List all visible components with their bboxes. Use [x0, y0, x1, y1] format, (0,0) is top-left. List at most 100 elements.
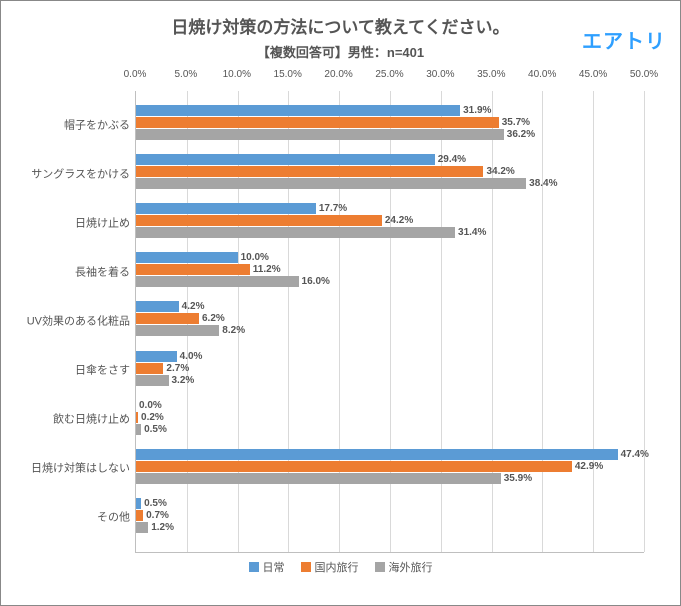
x-tick-label: 25.0%	[375, 69, 403, 80]
legend-label: 海外旅行	[389, 559, 433, 575]
x-tick-label: 45.0%	[579, 69, 607, 80]
legend-swatch	[301, 562, 311, 572]
category-label: 帽子をかぶる	[12, 119, 130, 132]
bar-value-label: 4.2%	[182, 301, 205, 312]
bar-value-label: 0.5%	[144, 498, 167, 509]
bar-value-label: 31.4%	[458, 227, 486, 238]
bar	[136, 351, 177, 362]
category-group: 帽子をかぶる31.9%35.7%36.2%	[136, 101, 644, 150]
brand-logo: エアトリ	[582, 25, 666, 54]
category-label: 長袖を着る	[12, 266, 130, 279]
x-tick-label: 10.0%	[223, 69, 251, 80]
bar-value-label: 29.4%	[438, 154, 466, 165]
category-label: サングラスをかける	[12, 168, 130, 181]
bar	[136, 203, 316, 214]
bar-value-label: 34.2%	[486, 166, 514, 177]
legend-swatch	[375, 562, 385, 572]
bar-value-label: 35.9%	[504, 473, 532, 484]
legend-item: 日常	[249, 559, 285, 575]
bar-value-label: 10.0%	[241, 252, 269, 263]
bar	[136, 166, 483, 177]
chart-container: エアトリ 日焼け対策の方法について教えてください。 【複数回答可】男性：n=40…	[0, 0, 681, 606]
x-tick-label: 30.0%	[426, 69, 454, 80]
bar-value-label: 0.5%	[144, 424, 167, 435]
bar	[136, 522, 148, 533]
bar-value-label: 24.2%	[385, 215, 413, 226]
category-group: サングラスをかける29.4%34.2%38.4%	[136, 150, 644, 199]
bar-value-label: 36.2%	[507, 129, 535, 140]
plot-area: 0.0% 5.0% 10.0% 15.0% 20.0% 25.0% 30.0% 35.0% 40…	[135, 69, 644, 553]
legend-label: 国内旅行	[315, 559, 359, 575]
x-tick-label: 15.0%	[274, 69, 302, 80]
bar-value-label: 2.7%	[166, 363, 189, 374]
category-label: 日傘をさす	[12, 365, 130, 378]
category-group: 日焼け止め17.7%24.2%31.4%	[136, 199, 644, 248]
bar-value-label: 0.2%	[141, 412, 164, 423]
bar-value-label: 0.0%	[139, 400, 162, 411]
legend-item: 海外旅行	[375, 559, 433, 575]
category-label: 日焼け対策はしない	[12, 463, 130, 476]
bar	[136, 461, 572, 472]
category-group: その他0.5%0.7%1.2%	[136, 494, 644, 543]
category-label: 飲む日焼け止め	[12, 414, 130, 427]
bar	[136, 129, 504, 140]
category-group: 長袖を着る10.0%11.2%16.0%	[136, 248, 644, 297]
bar	[136, 424, 141, 435]
legend-label: 日常	[263, 559, 285, 575]
legend-swatch	[249, 562, 259, 572]
bar-value-label: 1.2%	[151, 522, 174, 533]
bar	[136, 105, 460, 116]
chart-title: 日焼け対策の方法について教えてください。	[17, 13, 664, 38]
x-tick-label: 40.0%	[528, 69, 556, 80]
bar-value-label: 17.7%	[319, 203, 347, 214]
bar-value-label: 38.4%	[529, 178, 557, 189]
bar	[136, 117, 499, 128]
category-label: UV効果のある化粧品	[12, 315, 130, 328]
chart-subtitle: 【複数回答可】男性：n=401	[17, 42, 664, 61]
bar	[136, 473, 501, 484]
bar-value-label: 42.9%	[575, 461, 603, 472]
bar	[136, 498, 141, 509]
bar	[136, 252, 238, 263]
bar-value-label: 4.0%	[180, 351, 203, 362]
grid-area: 帽子をかぶる31.9%35.7%36.2%サングラスをかける29.4%34.2%…	[135, 91, 644, 553]
bar	[136, 215, 382, 226]
x-tick-label: 35.0%	[477, 69, 505, 80]
gridline	[644, 91, 645, 552]
bar	[136, 510, 143, 521]
bar	[136, 325, 219, 336]
x-tick-label: 5.0%	[174, 69, 197, 80]
bar	[136, 375, 169, 386]
category-label: その他	[12, 512, 130, 525]
category-group: 日傘をさす4.0%2.7%3.2%	[136, 347, 644, 396]
bar-value-label: 47.4%	[621, 449, 649, 460]
x-tick-label: 0.0%	[124, 69, 147, 80]
bar-value-label: 16.0%	[302, 276, 330, 287]
bar	[136, 449, 618, 460]
category-group: 日焼け対策はしない47.4%42.9%35.9%	[136, 445, 644, 494]
legend-item: 国内旅行	[301, 559, 359, 575]
bar	[136, 301, 179, 312]
bar	[136, 313, 199, 324]
bar-value-label: 3.2%	[172, 375, 195, 386]
x-tick-label: 50.0%	[630, 69, 658, 80]
bar	[136, 264, 250, 275]
bar-value-label: 31.9%	[463, 105, 491, 116]
bar-value-label: 6.2%	[202, 313, 225, 324]
category-label: 日焼け止め	[12, 217, 130, 230]
x-tick-label: 20.0%	[324, 69, 352, 80]
category-group: 飲む日焼け止め0.0%0.2%0.5%	[136, 396, 644, 445]
bar	[136, 154, 435, 165]
bar-value-label: 8.2%	[222, 325, 245, 336]
bar-value-label: 35.7%	[502, 117, 530, 128]
category-group: UV効果のある化粧品4.2%6.2%8.2%	[136, 297, 644, 346]
legend: 日常 国内旅行 海外旅行	[17, 559, 664, 575]
bar	[136, 412, 138, 423]
bar	[136, 178, 526, 189]
bar-value-label: 11.2%	[253, 264, 281, 275]
x-axis: 0.0%5.0%10.0%15.0%20.0%25.0%30.0%35.0%40…	[135, 69, 644, 91]
bar	[136, 363, 163, 374]
bar	[136, 227, 455, 238]
bar	[136, 276, 299, 287]
bar-value-label: 0.7%	[146, 510, 169, 521]
